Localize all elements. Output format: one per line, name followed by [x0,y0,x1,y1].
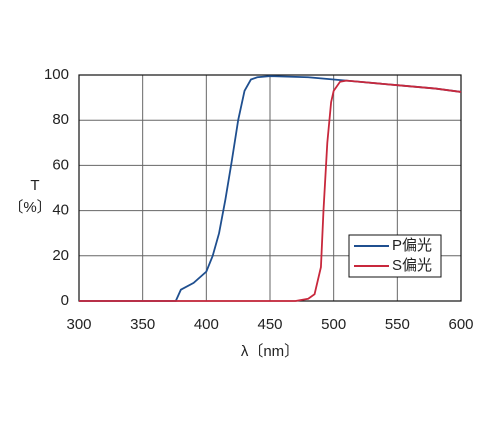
x-label: λ〔nm〕 [241,343,299,360]
y-tick-label: 0 [61,292,69,309]
legend-box [348,234,442,278]
y-tick-label: 100 [44,66,69,83]
y-tick-label: 20 [52,247,69,264]
legend-label: P偏光 [392,237,432,254]
x-tick-label: 400 [194,316,219,333]
x-tick-label: 450 [257,316,282,333]
x-tick-label: 350 [130,316,155,333]
x-tick-label: 500 [321,316,346,333]
legend: P偏光 S偏光 [348,234,442,278]
x-tick-label: 600 [448,316,473,333]
legend-label: S偏光 [392,257,432,274]
y-label: T [30,177,39,194]
x-tick-label: 300 [66,316,91,333]
y-tick-label: 80 [52,111,69,128]
data-line [79,79,462,302]
x-tick-label: 550 [385,316,410,333]
y-label: 〔%〕 [8,199,51,216]
y-tick-label: 60 [52,156,69,173]
y-tick-label: 40 [52,202,69,219]
